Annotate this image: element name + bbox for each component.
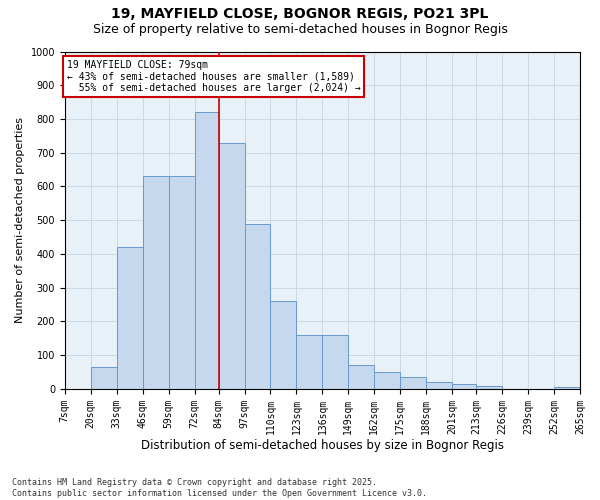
Bar bbox=[349, 366, 374, 389]
Text: Size of property relative to semi-detached houses in Bognor Regis: Size of property relative to semi-detach… bbox=[92, 22, 508, 36]
Bar bbox=[476, 386, 502, 389]
Bar bbox=[400, 377, 426, 389]
Bar bbox=[374, 372, 400, 389]
Bar bbox=[452, 384, 476, 389]
Bar bbox=[218, 142, 245, 389]
Bar bbox=[322, 335, 349, 389]
Bar bbox=[426, 382, 452, 389]
Y-axis label: Number of semi-detached properties: Number of semi-detached properties bbox=[15, 117, 25, 323]
Bar bbox=[91, 367, 116, 389]
Text: 19 MAYFIELD CLOSE: 79sqm
← 43% of semi-detached houses are smaller (1,589)
  55%: 19 MAYFIELD CLOSE: 79sqm ← 43% of semi-d… bbox=[67, 60, 361, 93]
Bar bbox=[143, 176, 169, 389]
Bar bbox=[169, 176, 194, 389]
Bar bbox=[271, 301, 296, 389]
Text: 19, MAYFIELD CLOSE, BOGNOR REGIS, PO21 3PL: 19, MAYFIELD CLOSE, BOGNOR REGIS, PO21 3… bbox=[112, 8, 488, 22]
Bar bbox=[245, 224, 271, 389]
X-axis label: Distribution of semi-detached houses by size in Bognor Regis: Distribution of semi-detached houses by … bbox=[141, 440, 504, 452]
Bar bbox=[116, 247, 143, 389]
Bar bbox=[554, 388, 580, 389]
Text: Contains HM Land Registry data © Crown copyright and database right 2025.
Contai: Contains HM Land Registry data © Crown c… bbox=[12, 478, 427, 498]
Bar bbox=[194, 112, 218, 389]
Bar bbox=[296, 335, 322, 389]
